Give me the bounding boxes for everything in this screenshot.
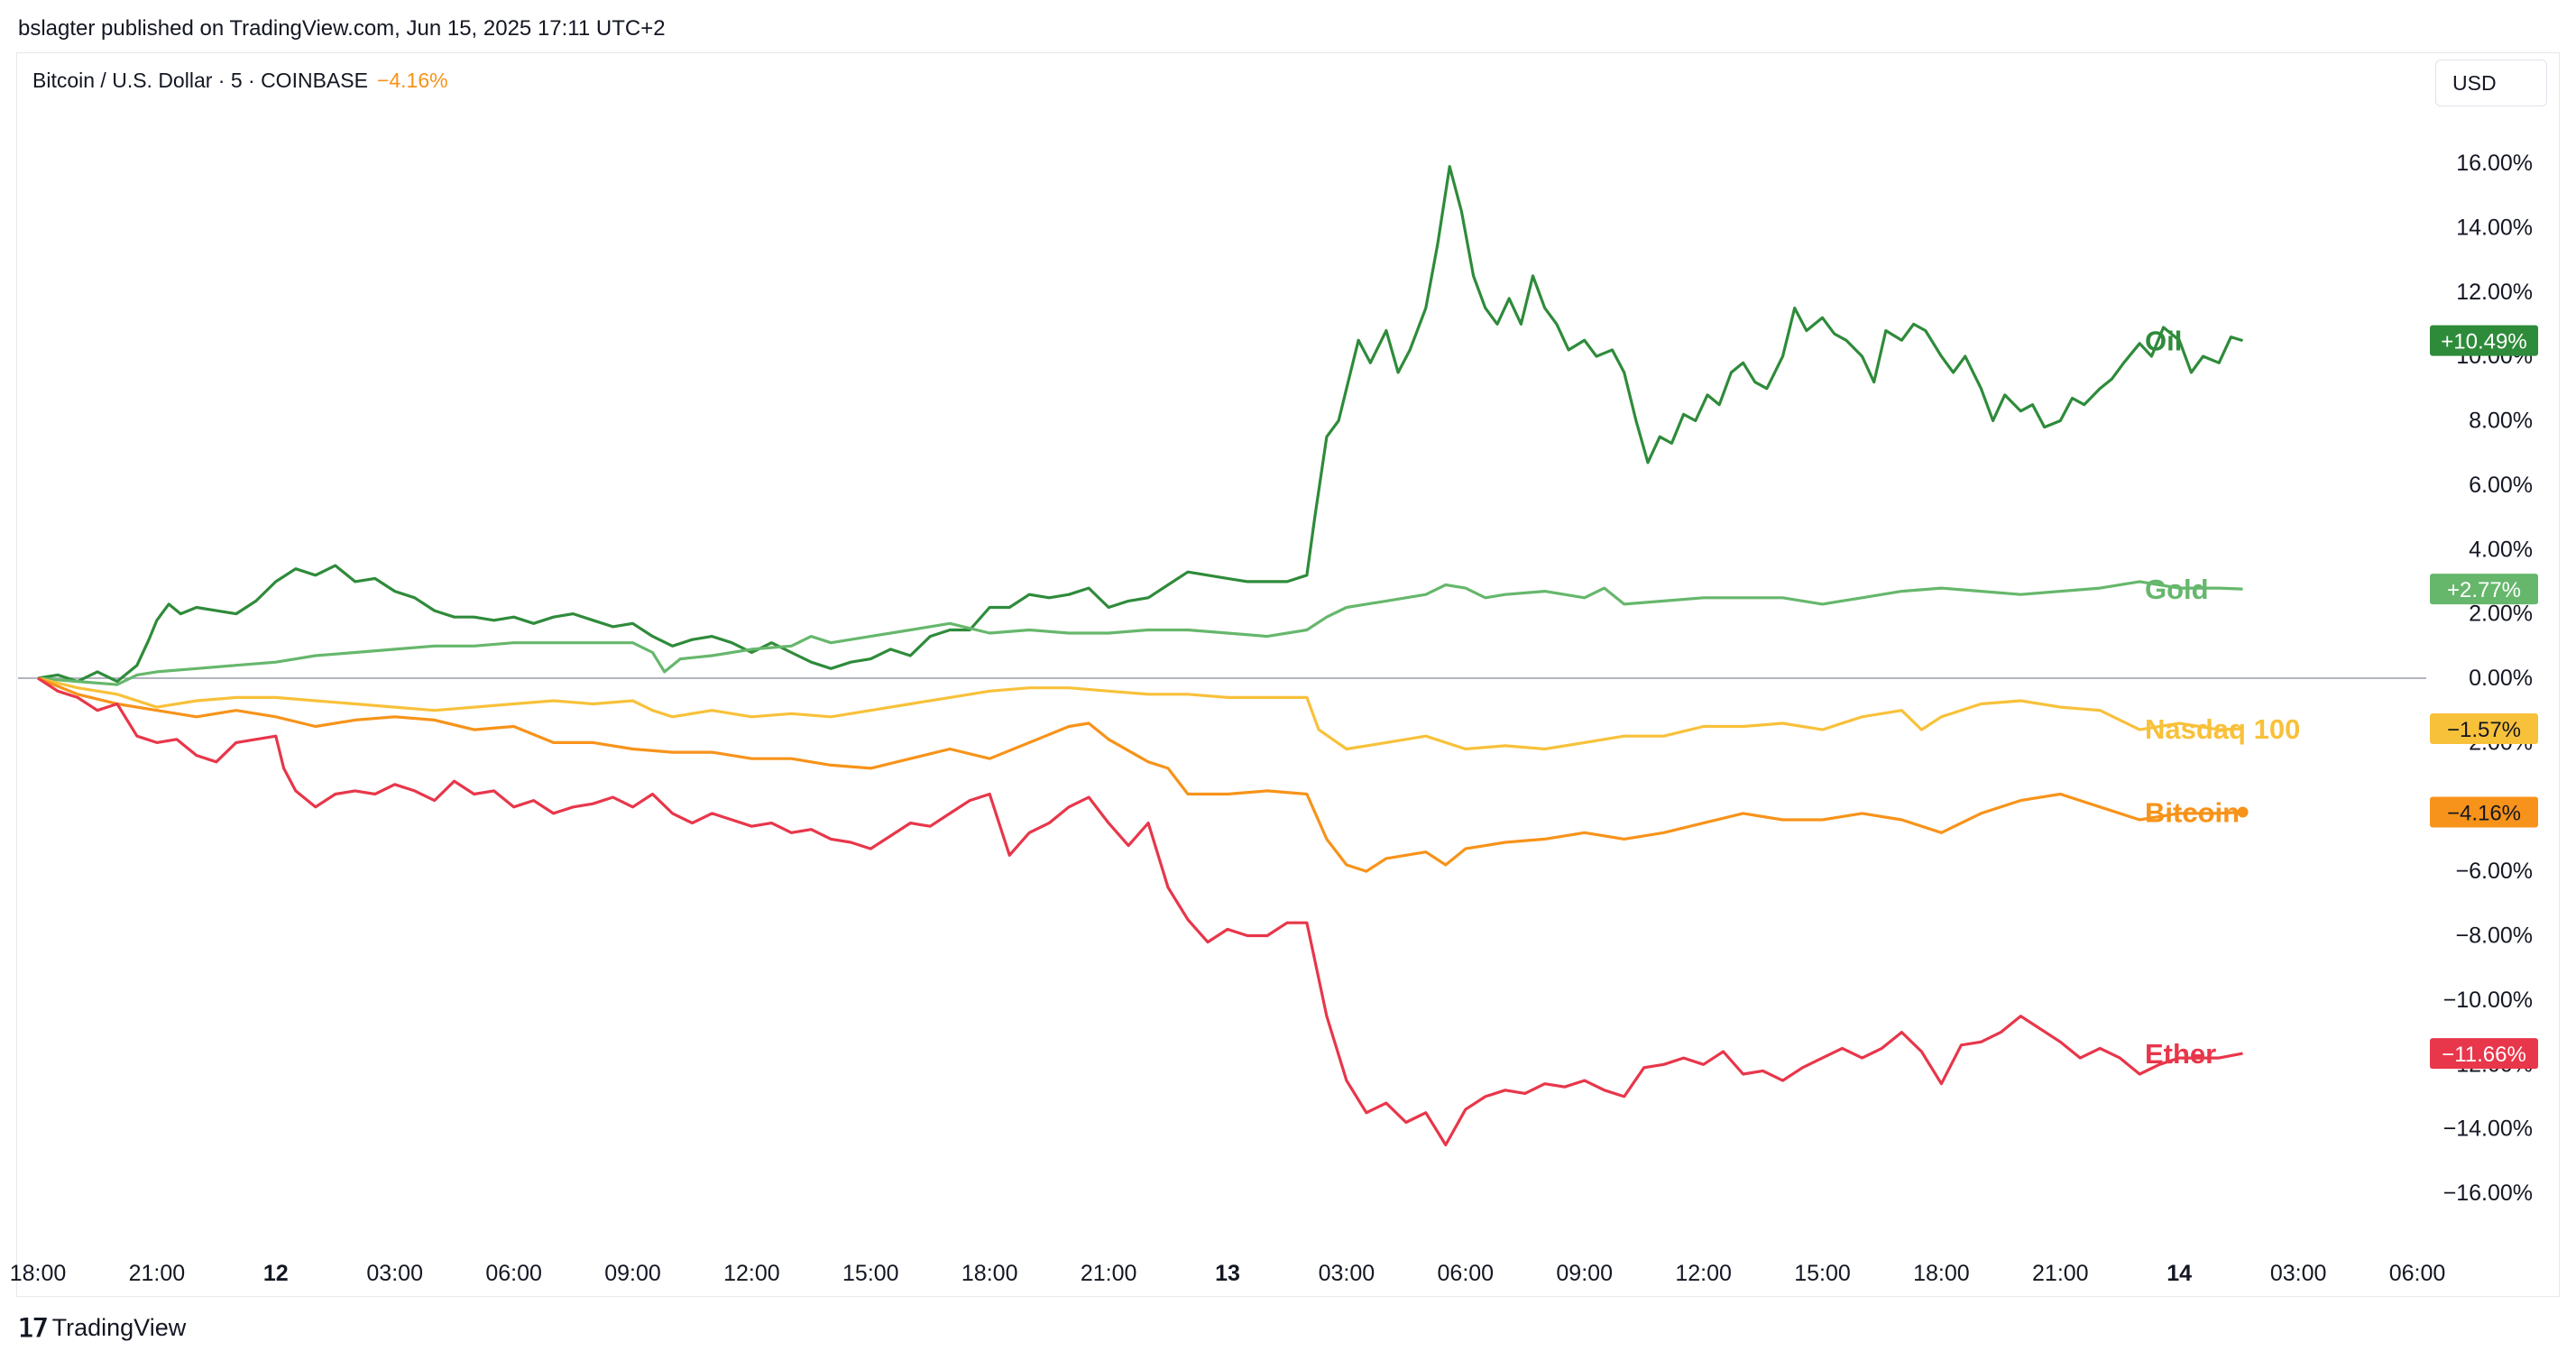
series-value-badge-text: +10.49% bbox=[2441, 330, 2526, 354]
chart-frame bbox=[16, 52, 2560, 1297]
series-line-bitcoin bbox=[37, 676, 2243, 873]
brand-name: TradingView bbox=[51, 1314, 187, 1341]
series-value-badge-text: −11.66% bbox=[2442, 1043, 2526, 1067]
series-name-label: Oil bbox=[2145, 326, 2182, 357]
series-value-badge bbox=[2430, 796, 2538, 828]
x-tick-label: 12:00 bbox=[723, 1261, 780, 1286]
x-tick-label: 18:00 bbox=[961, 1261, 1018, 1286]
y-tick-label: 16.00% bbox=[2456, 151, 2533, 176]
series-line-ether bbox=[37, 676, 2243, 1147]
x-tick-label: 15:00 bbox=[842, 1261, 899, 1286]
tradingview-logo-icon: 𝟣𝟩 bbox=[18, 1314, 49, 1342]
y-tick-label: 12.00% bbox=[2456, 280, 2533, 305]
series-value-badge-text: −4.16% bbox=[2447, 801, 2521, 825]
x-tick-label: 06:00 bbox=[485, 1261, 542, 1286]
y-tick-label: 0.00% bbox=[2469, 666, 2533, 691]
x-tick-label: 03:00 bbox=[2270, 1261, 2327, 1286]
y-tick-label: −10.00% bbox=[2443, 988, 2533, 1013]
symbol-label: Bitcoin / U.S. Dollar · 5 · COINBASE bbox=[32, 69, 368, 92]
y-tick-label: −6.00% bbox=[2456, 859, 2534, 884]
series-line-nasdaq-100 bbox=[37, 676, 2243, 751]
series-name-label: Nasdaq 100 bbox=[2145, 713, 2300, 745]
y-tick-label: −16.00% bbox=[2443, 1181, 2533, 1206]
x-tick-label: 14 bbox=[2167, 1261, 2192, 1286]
last-value-marker bbox=[2237, 806, 2249, 818]
series-line-oil bbox=[37, 165, 2243, 684]
x-tick-label: 21:00 bbox=[2032, 1261, 2089, 1286]
x-tick-label: 03:00 bbox=[1319, 1261, 1375, 1286]
published-byline: bslagter published on TradingView.com, J… bbox=[18, 16, 666, 41]
x-tick-label: 18:00 bbox=[1913, 1261, 1970, 1286]
y-tick-label: 2.00% bbox=[2469, 602, 2533, 627]
x-tick-label: 03:00 bbox=[366, 1261, 423, 1286]
currency-button[interactable]: USD bbox=[2435, 60, 2547, 106]
y-tick-label: 4.00% bbox=[2469, 537, 2533, 562]
y-tick-label: −14.00% bbox=[2443, 1116, 2533, 1142]
series-name-label: Bitcoin bbox=[2145, 796, 2240, 828]
symbol-change: −4.16% bbox=[376, 69, 448, 92]
series-value-badge-text: +2.77% bbox=[2447, 578, 2521, 602]
x-tick-label: 12 bbox=[263, 1261, 289, 1286]
series-value-badge bbox=[2430, 325, 2538, 356]
x-tick-label: 09:00 bbox=[1556, 1261, 1613, 1286]
y-tick-label: −8.00% bbox=[2456, 924, 2534, 949]
series-labels-layer: Oil Gold Nasdaq 100 Bitcoin Ether bbox=[2145, 326, 2300, 1070]
series-line-gold bbox=[37, 580, 2243, 686]
x-tick-label: 21:00 bbox=[1081, 1261, 1137, 1286]
x-axis[interactable]: 18:00 21:00 12 03:00 06:00 09:00 12:00 15:00 18:… bbox=[10, 1261, 2446, 1286]
x-tick-label: 09:00 bbox=[604, 1261, 661, 1286]
series-value-badge bbox=[2430, 1038, 2538, 1070]
x-tick-label: 12:00 bbox=[1675, 1261, 1732, 1286]
tradingview-brand[interactable]: 𝟣𝟩 TradingView bbox=[18, 1313, 186, 1343]
y-tick-label: 8.00% bbox=[2469, 409, 2533, 434]
y-tick-label: 6.00% bbox=[2469, 473, 2533, 498]
y-axis[interactable]: 16.00%14.00%12.00%10.00%8.00%6.00%4.00%2… bbox=[2430, 151, 2538, 1206]
x-tick-label: 18:00 bbox=[10, 1261, 67, 1286]
x-tick-label: 06:00 bbox=[2389, 1261, 2446, 1286]
x-tick-label: 13 bbox=[1215, 1261, 1240, 1286]
series-layer bbox=[37, 165, 2249, 1147]
series-value-badge bbox=[2430, 574, 2538, 605]
symbol-legend[interactable]: Bitcoin / U.S. Dollar · 5 · COINBASE −4.1… bbox=[32, 69, 448, 93]
x-tick-label: 15:00 bbox=[1794, 1261, 1851, 1286]
x-tick-label: 06:00 bbox=[1438, 1261, 1495, 1286]
series-name-label: Gold bbox=[2145, 574, 2209, 605]
x-tick-label: 21:00 bbox=[129, 1261, 186, 1286]
series-name-label: Ether bbox=[2145, 1038, 2216, 1070]
series-value-badge bbox=[2430, 713, 2538, 745]
y-tick-label: 14.00% bbox=[2456, 215, 2533, 240]
series-value-badge-text: −1.57% bbox=[2447, 718, 2521, 742]
